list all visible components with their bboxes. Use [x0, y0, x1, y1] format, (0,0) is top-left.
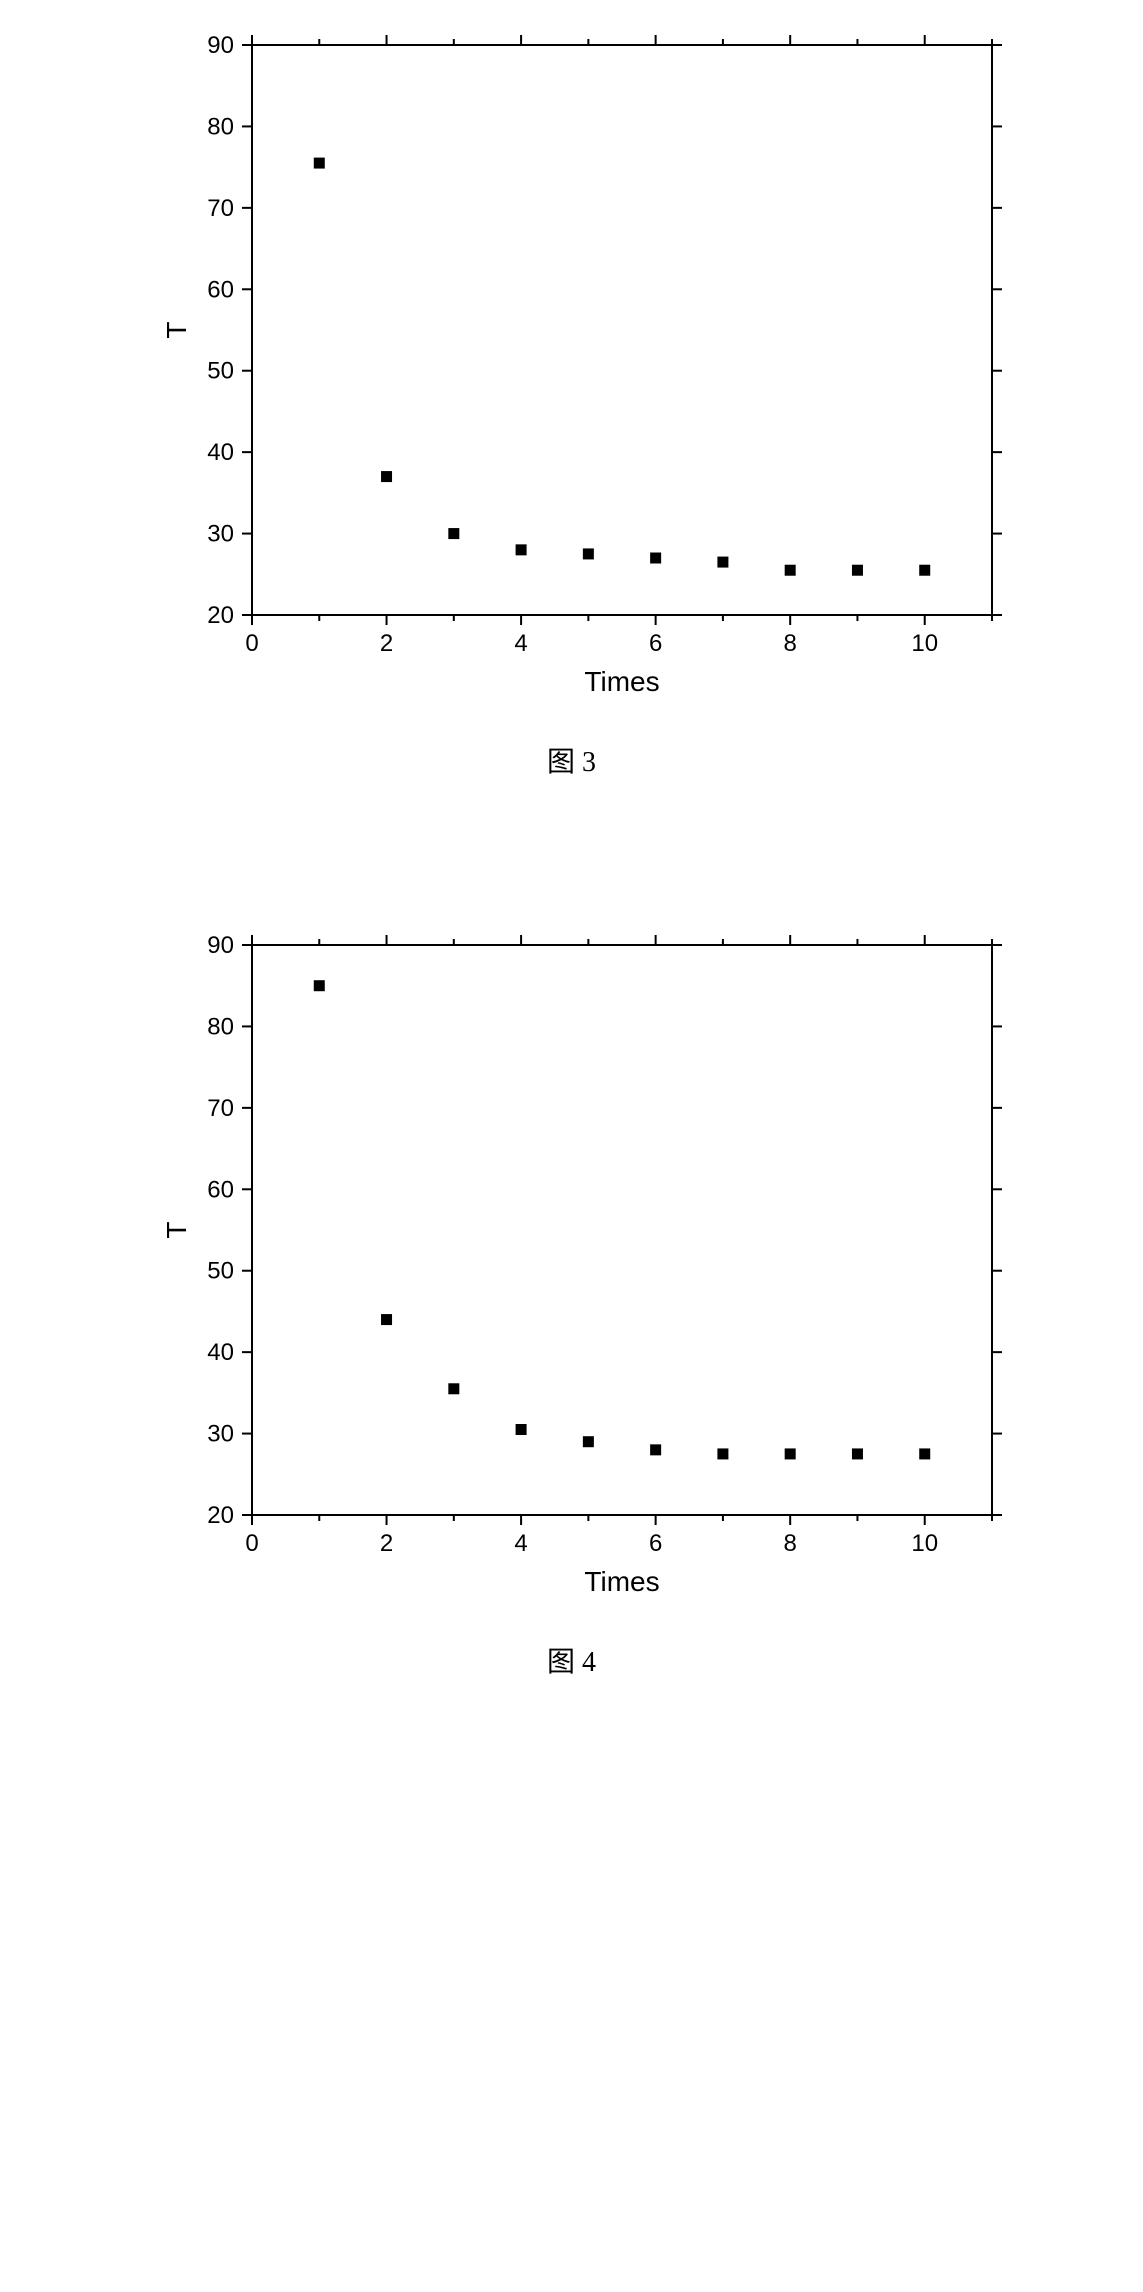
- svg-text:Times: Times: [584, 1566, 659, 1597]
- svg-text:90: 90: [207, 32, 234, 59]
- chart-2-svg: 0 2 4 6 8 10 20 30 40 50 60 70 80 90 Times T: [122, 920, 1022, 1600]
- svg-text:6: 6: [648, 630, 661, 657]
- svg-text:50: 50: [207, 358, 234, 385]
- svg-text:4: 4: [514, 1530, 527, 1557]
- svg-text:10: 10: [911, 1530, 938, 1557]
- svg-text:60: 60: [207, 276, 234, 303]
- svg-text:70: 70: [207, 1095, 234, 1122]
- chart-1-svg: 0 2 4 6 8 10 20 30 40 50 60 70 80 90 Times T: [122, 20, 1022, 700]
- chart-2: 0 2 4 6 8 10 20 30 40 50 60 70 80 90 Times T: [122, 920, 1022, 1600]
- svg-text:90: 90: [207, 932, 234, 959]
- chart-1-caption: 图 3: [547, 740, 596, 780]
- svg-text:6: 6: [648, 1530, 661, 1557]
- svg-text:T: T: [161, 321, 192, 338]
- svg-text:Times: Times: [584, 666, 659, 697]
- svg-text:10: 10: [911, 630, 938, 657]
- svg-text:20: 20: [207, 602, 234, 629]
- svg-text:50: 50: [207, 1258, 234, 1285]
- svg-text:0: 0: [245, 630, 258, 657]
- svg-text:70: 70: [207, 195, 234, 222]
- svg-text:8: 8: [783, 630, 796, 657]
- chart-1: 0 2 4 6 8 10 20 30 40 50 60 70 80 90 Times T: [122, 20, 1022, 700]
- svg-text:2: 2: [379, 630, 392, 657]
- svg-text:30: 30: [207, 1421, 234, 1448]
- chart-2-caption: 图 4: [547, 1640, 596, 1680]
- svg-text:T: T: [161, 1221, 192, 1238]
- svg-text:80: 80: [207, 113, 234, 140]
- svg-text:80: 80: [207, 1013, 234, 1040]
- svg-text:60: 60: [207, 1176, 234, 1203]
- svg-text:30: 30: [207, 521, 234, 548]
- svg-text:2: 2: [379, 1530, 392, 1557]
- svg-text:20: 20: [207, 1502, 234, 1529]
- svg-text:0: 0: [245, 1530, 258, 1557]
- svg-text:4: 4: [514, 630, 527, 657]
- svg-text:40: 40: [207, 1339, 234, 1366]
- svg-text:8: 8: [783, 1530, 796, 1557]
- svg-text:40: 40: [207, 439, 234, 466]
